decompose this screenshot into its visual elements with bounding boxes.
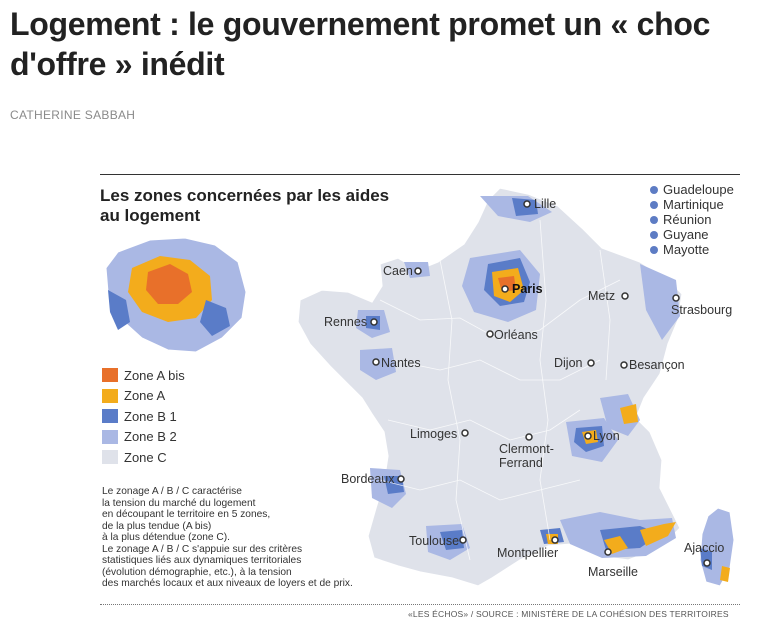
legend-item-zone-c: Zone C [102,447,185,468]
overseas-item: Martinique [650,197,734,212]
besancon-marker [620,361,628,369]
infographic-top-rule [100,174,740,175]
legend-swatch [102,368,118,383]
zoning-explanation-note: Le zonage A / B / C caractérise la tensi… [102,486,353,589]
limoges-marker [461,429,469,437]
strasbourg-marker [672,294,680,302]
article-headline: Logement : le gouvernement promet un « c… [10,6,711,82]
nantes-marker [372,358,380,366]
paris-marker [501,285,509,293]
zone-legend: Zone A bis Zone A Zone B 1 Zone B 2 Zone… [102,365,185,468]
france-mainland [297,187,735,587]
source-credit: «LES ÉCHOS» / SOURCE : MINISTÈRE DE LA C… [408,609,729,619]
ajaccio-marker [703,559,711,567]
legend-swatch [102,429,118,444]
legend-swatch [102,450,118,465]
location-dot-icon [650,230,658,239]
toulouse-marker [459,536,467,544]
legend-swatch [102,388,118,403]
orleans-marker [486,330,494,338]
location-dot-icon [650,185,658,194]
city-label-paris: Paris [512,282,543,296]
city-label-besancon: Besançon [629,358,685,372]
city-label-dijon: Dijon [554,356,583,370]
city-label-marseille: Marseille [588,565,639,579]
city-label-strasbourg: Strasbourg [671,303,733,317]
city-label-clermont-ferrand: Clermont- Ferrand [499,442,554,470]
clermont-marker [525,433,533,441]
location-dot-icon [650,245,658,254]
bordeaux-marker [397,475,405,483]
legend-item-zone-a-bis: Zone A bis [102,365,185,386]
overseas-item: Réunion [650,212,734,227]
city-markers [370,200,711,567]
location-dot-icon [650,200,658,209]
overseas-item: Mayotte [650,242,734,257]
city-label-bordeaux: Bordeaux [341,472,395,486]
marseille-marker [604,548,612,556]
metz-marker [621,292,629,300]
montpellier-marker [551,536,559,544]
overseas-territories-list: Guadeloupe Martinique Réunion Guyane May… [650,182,734,257]
city-label-lyon: Lyon [593,429,620,443]
city-label-metz: Metz [588,289,616,303]
lille-marker [523,200,531,208]
city-label-lille: Lille [534,197,557,211]
location-dot-icon [650,215,658,224]
dijon-marker [587,359,595,367]
legend-item-zone-b2: Zone B 2 [102,427,185,448]
legend-swatch [102,409,118,424]
city-label-rennes: Rennes [324,315,368,329]
rennes-marker [370,318,378,326]
overseas-item: Guyane [650,227,734,242]
caen-marker [414,267,422,275]
overseas-item: Guadeloupe [650,182,734,197]
city-label-nantes: Nantes [381,356,421,370]
city-label-limoges: Limoges [410,427,458,441]
ile-de-france-inset [105,237,247,353]
city-label-toulouse: Toulouse [409,534,460,548]
infographic-bottom-rule [100,604,740,605]
legend-item-zone-b1: Zone B 1 [102,406,185,427]
lyon-marker [584,432,592,440]
city-label-orleans: Orléans [494,328,538,342]
map-title: Les zones concernées par les aides au lo… [100,186,390,225]
city-label-caen: Caen [383,264,413,278]
city-label-montpellier: Montpellier [497,546,559,560]
city-label-ajaccio: Ajaccio [684,541,725,555]
author-byline[interactable]: CATHERINE SABBAH [10,108,136,122]
legend-item-zone-a: Zone A [102,386,185,407]
